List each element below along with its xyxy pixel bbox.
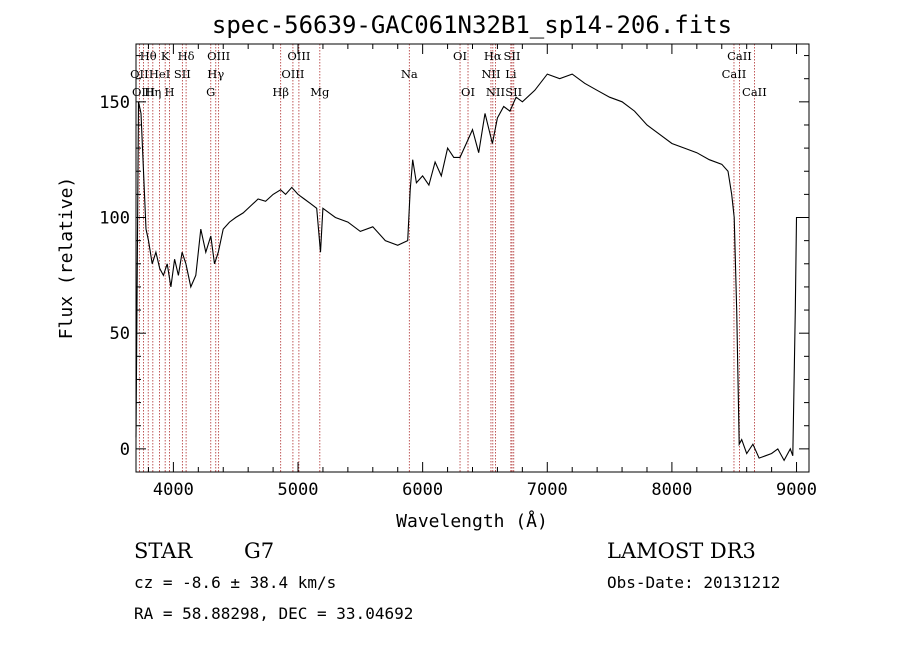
- spectral-line-label: K: [161, 49, 170, 63]
- spectral-line-label: Hγ: [207, 67, 224, 81]
- spectral-line-label: CaII: [722, 67, 747, 81]
- spectral-line-label: SII: [174, 67, 191, 81]
- coordinates-text: RA = 58.88298, DEC = 33.04692: [134, 604, 413, 623]
- x-tick-label: 4000: [153, 480, 194, 500]
- y-tick-label: 100: [99, 209, 130, 229]
- spectral-line-label: OIII: [281, 67, 304, 81]
- chart-title: spec-56639-GAC061N32B1_sp14-206.fits: [212, 11, 732, 39]
- y-tick-label: 150: [99, 93, 130, 113]
- spectral-line-label: OI: [461, 85, 475, 99]
- spectral-line-label: Na: [401, 67, 418, 81]
- spectral-line-label: Li: [505, 67, 517, 81]
- spectral-line-label: OII: [130, 67, 149, 81]
- spectral-line-label: Hβ: [272, 85, 289, 99]
- y-axis-ticks: 0 50 100 150: [99, 55, 809, 460]
- x-tick-label: 6000: [402, 480, 443, 500]
- x-tick-label: 7000: [527, 480, 568, 500]
- spectral-line-label: OI: [453, 49, 467, 63]
- flux-series-line: [135, 73, 803, 462]
- spectral-line-label: OIII: [132, 85, 155, 99]
- spectral-line-label: SII: [504, 49, 521, 63]
- spectral-line-label: OIII: [287, 49, 310, 63]
- spectral-line-label: CaII: [742, 85, 767, 99]
- x-axis-label: Wavelength (Å): [396, 510, 548, 532]
- x-tick-label: 5000: [278, 480, 319, 500]
- class-label: STAR: [134, 539, 193, 563]
- spectral-line-label: CaII: [727, 49, 752, 63]
- y-tick-label: 50: [110, 324, 130, 344]
- spectral-line-label: Hα: [484, 49, 502, 63]
- spectral-line-label: HeI: [149, 67, 170, 81]
- subclass-label: G7: [244, 539, 274, 563]
- x-axis-ticks: 4000 5000 6000 7000 8000 9000: [147, 44, 817, 500]
- y-tick-label: 0: [120, 440, 130, 460]
- spectral-line-label: Hδ: [178, 49, 195, 63]
- x-tick-label: 9000: [776, 480, 817, 500]
- obs-date-text: Obs-Date: 20131212: [607, 573, 780, 592]
- spectral-line-label: SII: [505, 85, 522, 99]
- spectral-line-label: G: [206, 85, 215, 99]
- spectral-line-label: Mg: [310, 85, 330, 99]
- plot-frame: [135, 43, 810, 473]
- y-axis-label: Flux (relative): [56, 177, 77, 340]
- redshift-text: cz = -8.6 ± 38.4 km/s: [134, 573, 336, 592]
- spectral-line-label: Hθ: [140, 49, 157, 63]
- spectral-line-labels: Hθ OII OIII K HeI Hη H SII Hδ OIII Hγ G Hβ OIII OIII Mg…: [130, 49, 767, 99]
- spectral-line-label: NII: [486, 85, 505, 99]
- x-tick-label: 8000: [651, 480, 692, 500]
- spectral-line-label: OIII: [207, 49, 230, 63]
- survey-label: LAMOST DR3: [607, 539, 756, 563]
- spectral-line-label: NII: [481, 67, 500, 81]
- spectral-line-markers: [138, 44, 755, 472]
- spectral-line-label: H: [165, 85, 175, 99]
- spectral-line-label: Hη: [144, 85, 161, 99]
